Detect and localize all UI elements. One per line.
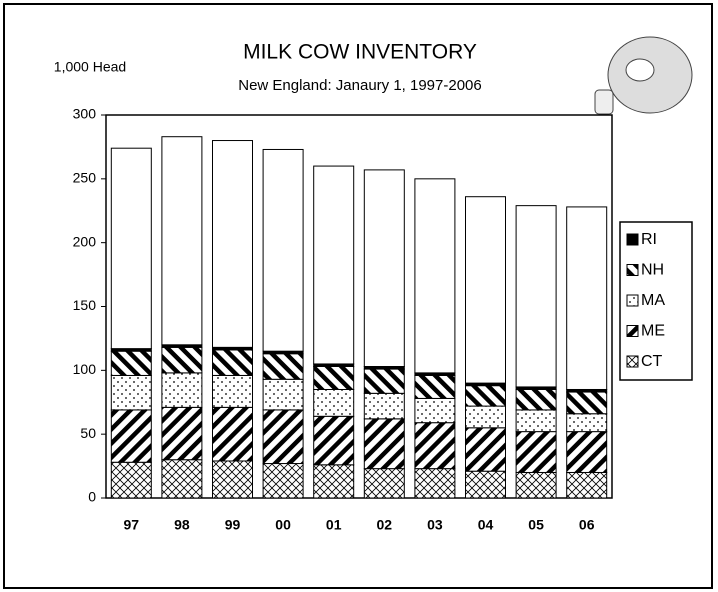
bar-segment (111, 375, 151, 409)
legend-swatch (627, 234, 638, 245)
y-tick-label: 0 (88, 489, 96, 505)
x-tick-label: 99 (225, 517, 241, 533)
bar-segment (213, 141, 253, 348)
bar-segment (364, 419, 404, 469)
bar-segment (263, 379, 303, 410)
bar-segment (162, 137, 202, 345)
legend-swatch (627, 356, 638, 367)
x-tick-label: 97 (124, 517, 140, 533)
legend-swatch (627, 295, 638, 306)
bar-segment (466, 471, 506, 498)
bar-segment (213, 350, 253, 376)
bar-segment (314, 465, 354, 498)
bar-segment (415, 179, 455, 373)
bar-segment (111, 351, 151, 375)
chart-title: MILK COW INVENTORY (243, 41, 477, 64)
x-tick-label: 05 (528, 517, 544, 533)
bar-segment (111, 462, 151, 498)
bar-segment (162, 373, 202, 407)
bar-segment (466, 428, 506, 471)
bar-segment (162, 347, 202, 373)
legend-swatch (627, 326, 638, 337)
bar-segment (213, 407, 253, 461)
x-tick-label: 06 (579, 517, 595, 533)
bar-segment (364, 393, 404, 419)
x-tick-label: 98 (174, 517, 190, 533)
chart: MILK COW INVENTORY New England: Janaury … (0, 0, 718, 592)
bar-segment (111, 148, 151, 348)
legend-label: NH (641, 262, 664, 279)
y-tick-label: 300 (73, 106, 97, 122)
bar-segment (314, 166, 354, 364)
bar-segment (415, 469, 455, 498)
x-tick-label: 04 (478, 517, 494, 533)
page: {"chart_data": {"type": "stacked-bar", "… (0, 0, 718, 592)
bar-segment (314, 416, 354, 465)
bar-segment (516, 410, 556, 432)
bar-segment (213, 375, 253, 407)
bar-segment (516, 206, 556, 387)
bar-segment (567, 207, 607, 390)
y-tick-label: 250 (73, 170, 97, 186)
bar-segment (263, 410, 303, 464)
bar-segment (466, 406, 506, 428)
bar-segment (263, 464, 303, 498)
bar-segment (162, 407, 202, 459)
bar-segment (162, 460, 202, 498)
bar-segment (364, 469, 404, 498)
bar-segment (364, 170, 404, 367)
bar-segment (263, 149, 303, 351)
chart-subtitle: New England: Janaury 1, 1997-2006 (238, 77, 482, 94)
bar-segment (111, 410, 151, 462)
bar-segment (567, 392, 607, 414)
y-tick-label: 200 (73, 233, 97, 249)
bar-segment (516, 472, 556, 498)
bar-segment (263, 354, 303, 380)
y-tick-label: 50 (80, 425, 96, 441)
bar-segment (516, 389, 556, 409)
legend-label: ME (641, 323, 665, 340)
bar-segment (567, 414, 607, 432)
bar-segment (314, 389, 354, 416)
legend-swatch (627, 265, 638, 276)
y-tick-label: 150 (73, 297, 97, 313)
legend-label: RI (641, 231, 657, 248)
bar-segment (567, 432, 607, 473)
legend-label: MA (641, 292, 665, 309)
bar-segment (415, 423, 455, 469)
legend-label: CT (641, 353, 663, 370)
bar-segment (516, 432, 556, 473)
bar-segment (466, 197, 506, 383)
bar-segment (415, 375, 455, 398)
y-tick-label: 100 (73, 361, 97, 377)
bar-segment (213, 461, 253, 498)
x-tick-label: 03 (427, 517, 443, 533)
bar-segment (567, 472, 607, 498)
x-tick-label: 00 (275, 517, 291, 533)
x-tick-label: 01 (326, 517, 342, 533)
bar-segment (314, 367, 354, 390)
x-tick-label: 02 (377, 517, 393, 533)
y-axis-label: 1,000 Head (54, 59, 126, 75)
bar-segment (364, 369, 404, 393)
bar-segment (466, 386, 506, 406)
bar-segment (415, 398, 455, 422)
